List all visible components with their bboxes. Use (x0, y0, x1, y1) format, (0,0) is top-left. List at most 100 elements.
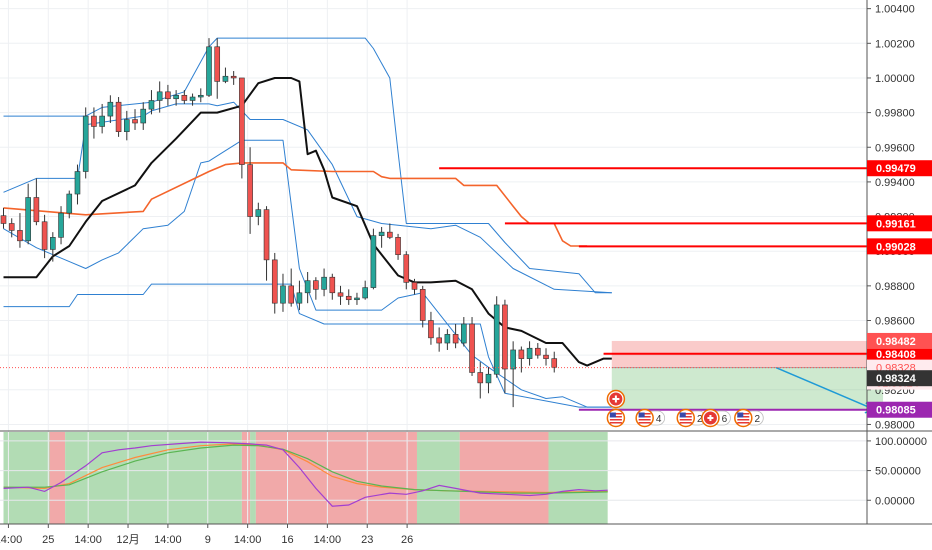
candle (345, 289, 352, 305)
candle-body (17, 230, 23, 242)
candle-body (543, 354, 549, 359)
grid (0, 0, 867, 524)
bid-price-label-bg[interactable] (867, 370, 932, 387)
time-tick-label: 26 (401, 534, 413, 546)
candle-body (296, 292, 303, 304)
us-flag-icon[interactable] (606, 408, 626, 428)
us-flag-icon[interactable]: 4 (635, 408, 666, 428)
candle (313, 277, 319, 300)
candle-body (428, 320, 434, 339)
candle (543, 348, 549, 366)
swiss-cross (707, 415, 714, 421)
us-flag-icon[interactable]: 2 (734, 408, 764, 428)
candle-body (239, 77, 245, 165)
time-tick-label: 14:00 (314, 534, 342, 546)
candle (280, 273, 286, 312)
price-level-label[interactable]: 0.99479 (876, 163, 916, 175)
flag-stripe (638, 422, 651, 424)
candle (428, 311, 434, 345)
candle-body (288, 285, 295, 304)
flag-stripe (609, 422, 622, 424)
candle (263, 206, 270, 281)
candle-body (0, 215, 7, 224)
time-tick-label: 12月 (116, 534, 139, 546)
price-level-label[interactable]: 0.99028 (876, 241, 916, 253)
us-flag-icon[interactable]: 2 (676, 408, 707, 428)
swiss-flag-icon[interactable]: 6 (701, 408, 731, 428)
candle (419, 285, 426, 328)
price-level-label[interactable]: 0.98408 (876, 349, 916, 361)
flag-stripe (737, 419, 750, 421)
candle (66, 190, 73, 219)
price-level-label[interactable]: 0.99161 (876, 218, 916, 230)
candle (329, 273, 336, 300)
candle (469, 317, 475, 376)
candle-body (140, 108, 147, 124)
price-tick-label: 0.98600 (875, 316, 915, 328)
candle-body (493, 304, 500, 375)
candle-body (362, 287, 368, 299)
candle-body (148, 100, 155, 110)
candle (461, 317, 467, 347)
target-level-label[interactable]: 0.98085 (876, 405, 916, 417)
candle (0, 207, 7, 229)
bid-price-label[interactable]: 0.98324 (876, 373, 917, 385)
candle (25, 183, 31, 245)
candle-body (58, 212, 64, 238)
price-levels[interactable] (0, 167, 867, 411)
candle-body (329, 276, 336, 294)
candle-body (91, 115, 97, 127)
candle-body (115, 101, 122, 132)
candle-body (485, 373, 492, 384)
event-plus-icon[interactable] (606, 389, 626, 409)
candle-body (181, 94, 188, 101)
channel-lower-outer-line (3, 283, 612, 408)
plus-glyph (612, 395, 620, 403)
oscillator-zone-red (241, 432, 251, 524)
candle (107, 95, 114, 124)
oscillator-lines (3, 441, 608, 507)
candle (239, 77, 245, 179)
target-level-label-bg[interactable] (867, 401, 932, 418)
price-tick-label: 1.00400 (875, 4, 915, 16)
trend-arrow[interactable] (775, 366, 876, 411)
candle-body (477, 372, 484, 384)
candle (132, 109, 138, 130)
time-tick-label: 9 (205, 534, 211, 546)
candle (206, 38, 212, 98)
position-box[interactable] (611, 340, 884, 414)
candle (82, 107, 89, 179)
candle-body (132, 119, 138, 124)
candle-body (510, 349, 516, 370)
price-level-label-bg[interactable] (867, 345, 932, 362)
stop-level-label[interactable]: 0.98482 (876, 336, 916, 348)
time-tick-label: 14:00 (234, 534, 262, 546)
candle (41, 214, 48, 259)
candle-body (230, 75, 237, 79)
candle (156, 81, 163, 113)
oscillator-green-line (3, 444, 608, 494)
candle-body (304, 280, 311, 294)
candle-body (74, 171, 81, 195)
take-profit-zone[interactable] (611, 367, 884, 410)
oscillator-tick-label: 50.00000 (875, 466, 921, 478)
baseline-line (3, 77, 612, 367)
candle (444, 329, 451, 350)
price-level-label-bg[interactable] (867, 215, 932, 232)
candle-body (33, 197, 40, 223)
event-markers[interactable]: 4 2 6 2 (606, 389, 764, 428)
price-level-label-bg[interactable] (867, 238, 932, 255)
candle (288, 268, 295, 307)
price-tick-label: 1.00000 (875, 73, 915, 85)
stop-level-label-bg[interactable] (867, 332, 932, 349)
candle-body (370, 235, 377, 288)
oscillator-zone-green (548, 432, 608, 524)
candle (50, 232, 56, 262)
price-tick-label: 0.99400 (875, 177, 915, 189)
candle-body (255, 209, 262, 217)
price-level-label-bg[interactable] (867, 160, 932, 177)
flag-canton (737, 412, 744, 418)
candle (173, 90, 179, 106)
